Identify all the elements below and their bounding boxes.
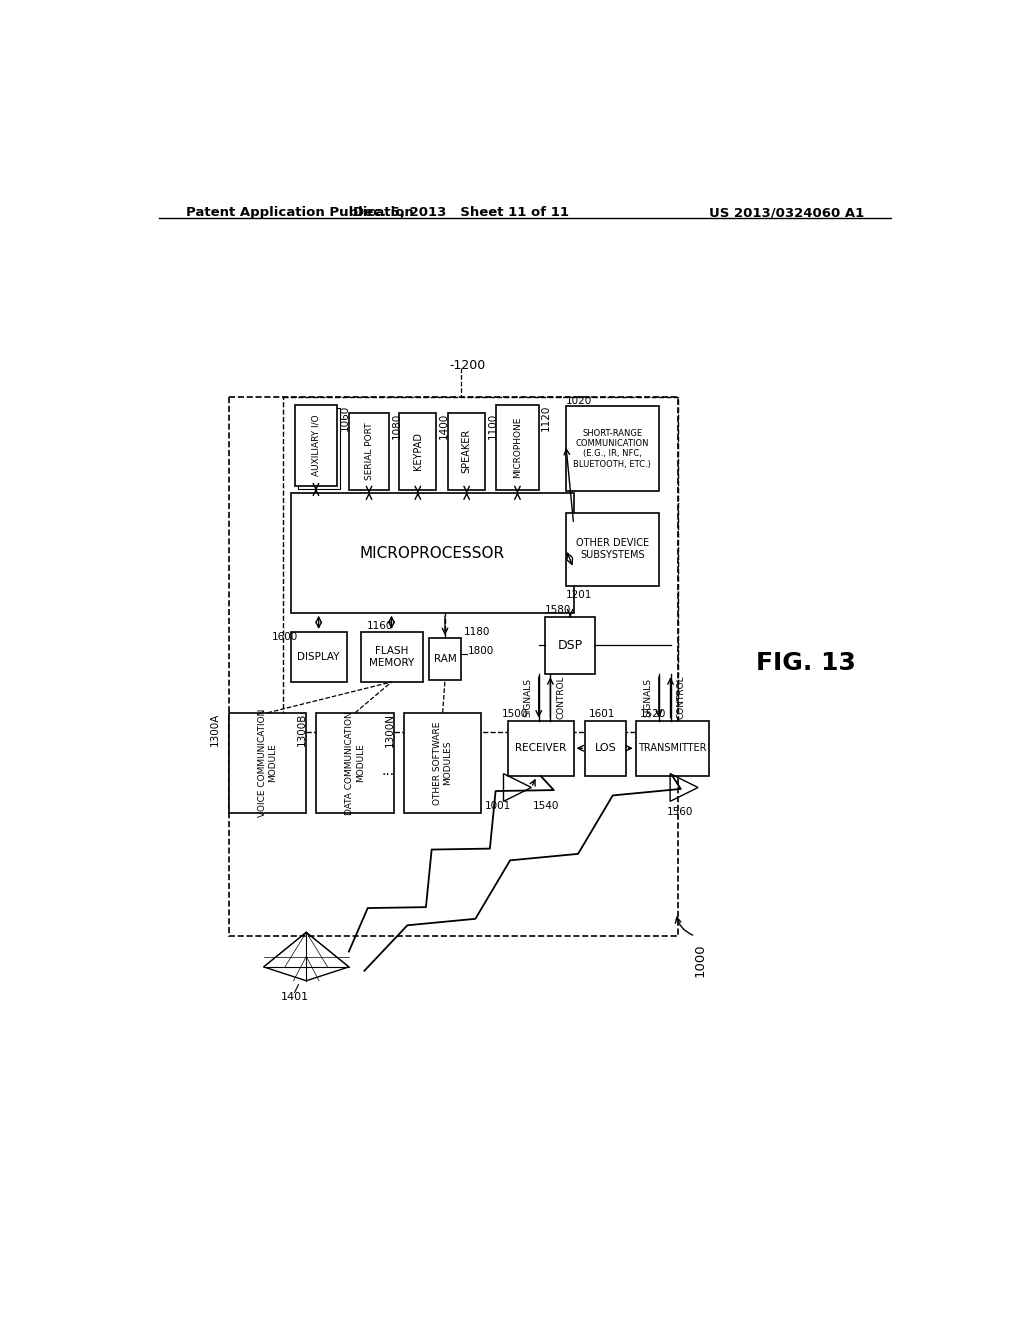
Text: SIGNALS: SIGNALS [644,678,652,717]
Text: FIG. 13: FIG. 13 [756,651,856,676]
Text: 1560: 1560 [667,807,693,817]
Bar [283,397,678,733]
Text: Patent Application Publication: Patent Application Publication [186,206,414,219]
Text: 1000: 1000 [693,944,707,977]
Text: SIGNALS: SIGNALS [523,678,532,717]
Text: 1201: 1201 [566,590,592,599]
Text: ...: ... [382,763,395,777]
Text: AUXILIARY I/O: AUXILIARY I/O [311,414,321,477]
Bar [545,616,595,675]
Bar [566,512,658,586]
Bar [508,721,573,776]
Text: 1120: 1120 [541,405,551,432]
Text: MICROPROCESSOR: MICROPROCESSOR [359,545,505,561]
Text: SPEAKER: SPEAKER [462,429,472,473]
Text: 1100: 1100 [487,412,498,438]
Text: 1020: 1020 [566,396,592,405]
Bar [636,721,710,776]
Text: 1401: 1401 [281,993,308,1002]
Text: DISPLAY: DISPLAY [297,652,340,661]
Text: SHORT-RANGE
COMMUNICATION
(E.G., IR, NFC,
BLUETOOTH, ETC.): SHORT-RANGE COMMUNICATION (E.G., IR, NFC… [573,429,651,469]
Text: 1300A: 1300A [210,713,219,746]
Bar [449,412,485,490]
Text: 1601: 1601 [589,709,615,719]
Text: 1580: 1580 [545,605,571,615]
Text: 1060: 1060 [340,405,349,432]
Bar [291,494,573,612]
Text: Dec. 5, 2013   Sheet 11 of 11: Dec. 5, 2013 Sheet 11 of 11 [353,206,569,219]
Text: 1500: 1500 [502,709,527,719]
Bar [349,412,389,490]
Bar [586,721,626,776]
Text: 1300N: 1300N [385,713,394,747]
Text: CONTROL: CONTROL [677,676,686,719]
Text: US 2013/0324060 A1: US 2013/0324060 A1 [709,206,864,219]
Bar [360,632,423,682]
Text: 1300B: 1300B [297,713,307,746]
Bar [566,407,658,491]
Text: FLASH
MEMORY: FLASH MEMORY [369,647,414,668]
Text: 1400: 1400 [438,412,449,438]
Text: 1180: 1180 [464,627,489,638]
Bar [291,632,346,682]
Text: 1001: 1001 [485,801,512,812]
Text: DSP: DSP [558,639,583,652]
Bar [228,713,306,813]
Text: OTHER DEVICE
SUBSYSTEMS: OTHER DEVICE SUBSYSTEMS [575,539,649,560]
Bar [316,713,394,813]
Text: KEYPAD: KEYPAD [413,432,423,470]
Bar [298,408,340,488]
Text: 1160: 1160 [367,622,393,631]
Bar [429,638,461,681]
Text: 1520: 1520 [640,709,666,719]
Text: VOICE COMMUNICATION
MODULE: VOICE COMMUNICATION MODULE [258,709,278,817]
Text: SERIAL PORT: SERIAL PORT [365,422,374,479]
Text: 1540: 1540 [532,801,559,812]
Text: TRANSMITTER: TRANSMITTER [638,743,707,754]
Bar [228,397,678,936]
Text: 1600: 1600 [271,632,298,642]
Bar [403,713,481,813]
Text: -1200: -1200 [450,359,485,372]
Bar [399,412,436,490]
Text: 1800: 1800 [467,645,494,656]
Text: CONTROL: CONTROL [557,676,565,719]
Text: RAM: RAM [433,655,457,664]
Text: LOS: LOS [595,743,616,754]
Text: RECEIVER: RECEIVER [515,743,566,754]
Text: 1080: 1080 [391,412,401,438]
Text: DATA COMMUNICATION
MODULE: DATA COMMUNICATION MODULE [345,711,365,814]
Text: MICROPHONE: MICROPHONE [513,417,522,478]
Bar [295,405,337,486]
Bar [496,405,539,490]
Text: OTHER SOFTWARE
MODULES: OTHER SOFTWARE MODULES [433,721,453,804]
